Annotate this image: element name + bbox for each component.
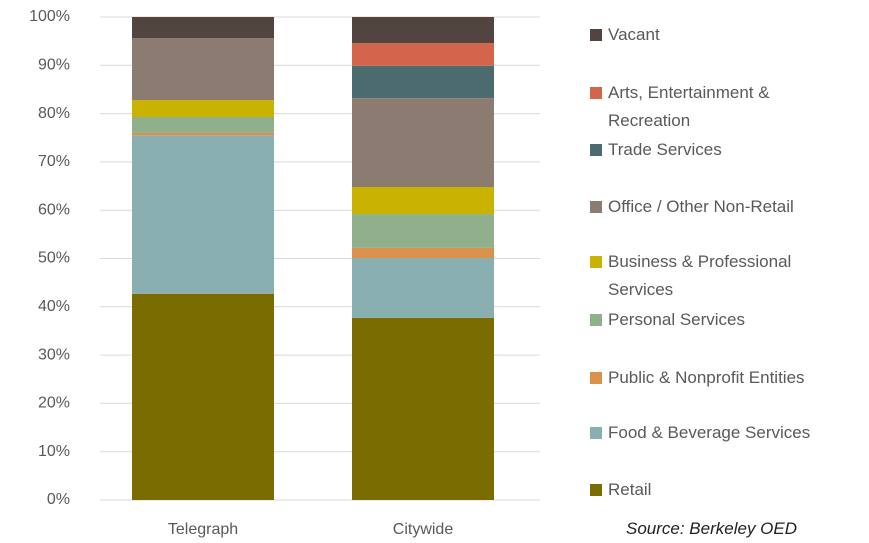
bar-segment	[352, 247, 494, 259]
bar-segment	[132, 132, 274, 136]
bar-segment	[352, 43, 494, 66]
legend-item: Business & Professional Services	[590, 248, 830, 304]
legend-label: Retail	[608, 480, 652, 499]
y-tick-label: 0%	[47, 491, 70, 508]
bar-segment	[132, 135, 274, 294]
legend-label: Trade Services	[608, 140, 722, 159]
legend-item: Arts, Entertainment & Recreation	[590, 79, 830, 135]
legend-swatch	[590, 144, 602, 156]
x-tick-label: Telegraph	[168, 521, 238, 538]
legend-item: Office / Other Non-Retail	[590, 193, 830, 221]
legend-label: Office / Other Non-Retail	[608, 197, 794, 216]
y-tick-label: 50%	[38, 250, 70, 267]
legend-swatch	[590, 256, 602, 268]
x-tick-label: Citywide	[393, 521, 454, 538]
y-tick-label: 70%	[38, 153, 70, 170]
bar-segment	[352, 98, 494, 188]
legend-swatch	[590, 427, 602, 439]
legend-item: Trade Services	[590, 136, 830, 164]
y-tick-label: 90%	[38, 57, 70, 74]
y-tick-label: 100%	[29, 8, 70, 25]
legend-swatch	[590, 314, 602, 326]
bar-segment	[352, 17, 494, 44]
bar-segment	[352, 65, 494, 99]
bar-segment	[132, 17, 274, 39]
legend-label: Food & Beverage Services	[608, 423, 811, 442]
bar-segment	[352, 214, 494, 248]
bar-segment	[132, 100, 274, 117]
legend-item: Public & Nonprofit Entities	[590, 364, 830, 392]
source-note: Source: Berkeley OED	[626, 519, 798, 538]
y-tick-label: 10%	[38, 443, 70, 460]
legend-swatch	[590, 372, 602, 384]
legend-label: Arts, Entertainment & Recreation	[608, 83, 770, 130]
legend-item: Retail	[590, 476, 830, 504]
y-tick-label: 20%	[38, 395, 70, 412]
legend-item: Personal Services	[590, 306, 830, 334]
legend-label: Business & Professional Services	[608, 252, 792, 299]
y-tick-label: 40%	[38, 298, 70, 315]
legend-swatch	[590, 484, 602, 496]
legend-swatch	[590, 201, 602, 213]
y-tick-label: 60%	[38, 201, 70, 218]
legend-item: Food & Beverage Services	[590, 419, 830, 447]
y-tick-label: 30%	[38, 346, 70, 363]
bar-segment	[132, 38, 274, 101]
bar-segment	[352, 317, 494, 500]
legend-label: Personal Services	[608, 310, 746, 329]
y-tick-label: 80%	[38, 105, 70, 122]
bar-segment	[132, 293, 274, 500]
bar-segment	[352, 258, 494, 318]
bar-segment	[132, 116, 274, 133]
legend-swatch	[590, 29, 602, 41]
legend-swatch	[590, 87, 602, 99]
legend-label: Public & Nonprofit Entities	[608, 368, 805, 387]
legend-item: Vacant	[590, 21, 830, 49]
bar-segment	[352, 187, 494, 215]
legend-label: Vacant	[608, 25, 660, 44]
